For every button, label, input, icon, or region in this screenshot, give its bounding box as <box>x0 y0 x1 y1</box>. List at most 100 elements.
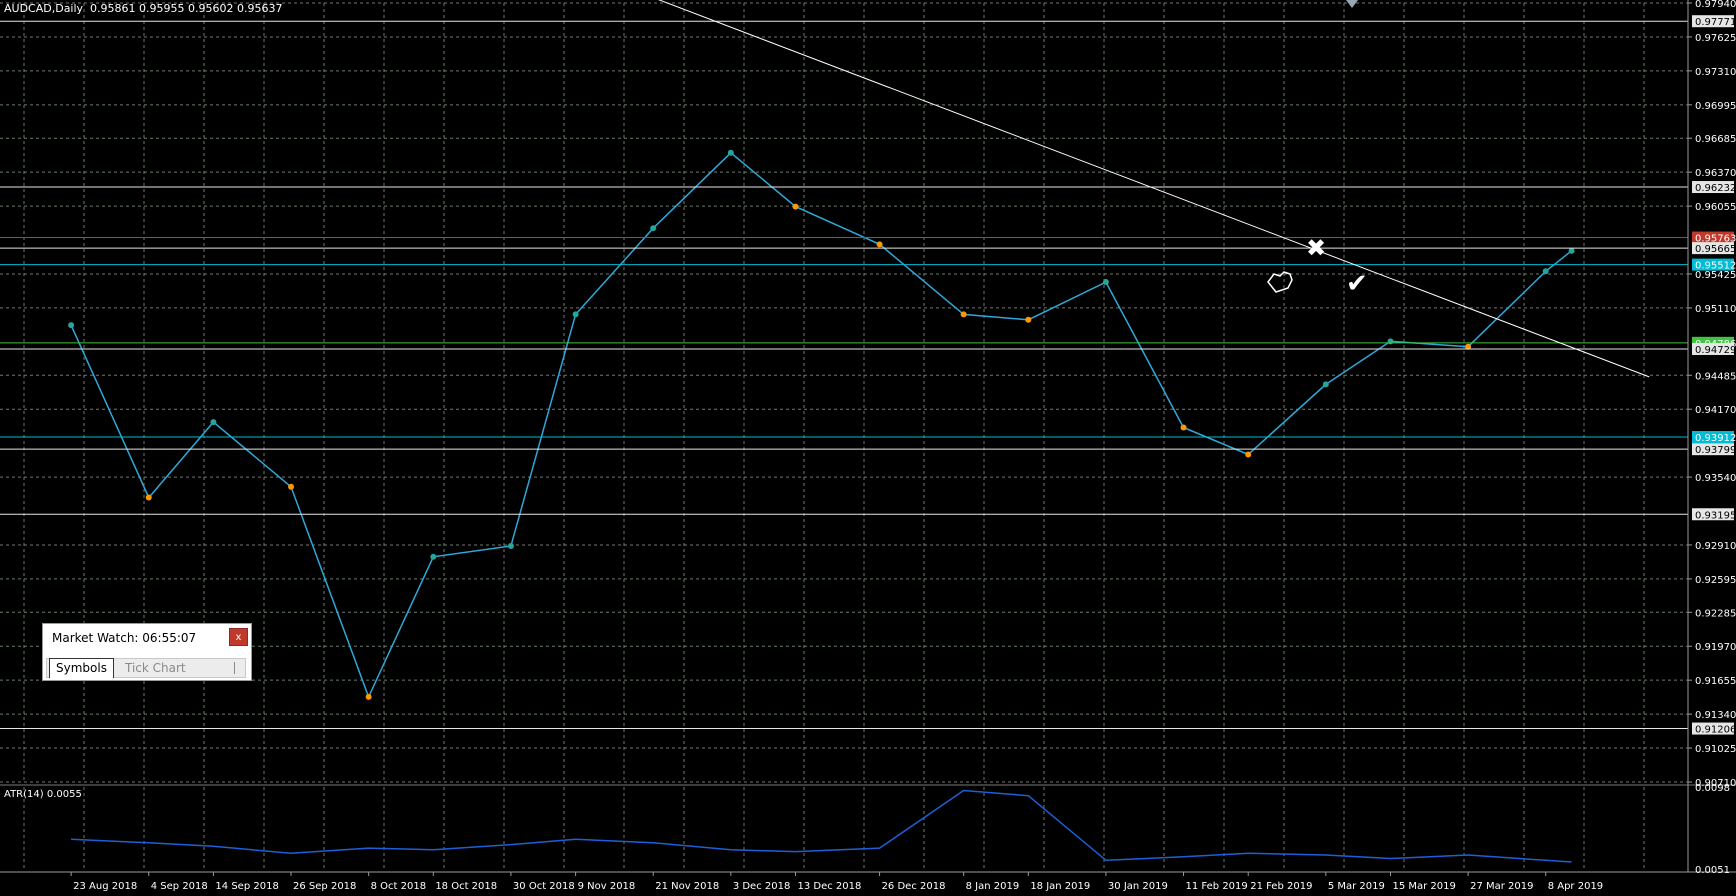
price-tick-label: 0.94170 <box>1695 405 1736 416</box>
close-point <box>145 494 152 501</box>
close-point <box>792 203 799 210</box>
price-tick-label: 0.95425 <box>1695 270 1736 281</box>
close-point <box>1465 343 1472 350</box>
atr-tick-label: 0.0098 <box>1695 783 1730 794</box>
level-price-box <box>1692 342 1734 355</box>
price-tick-label: 0.93540 <box>1695 473 1736 484</box>
level-price-label: 0.97771 <box>1695 17 1736 28</box>
level-price-label: 0.94729 <box>1695 345 1736 356</box>
close-point <box>960 311 967 318</box>
atr-line <box>71 789 1572 863</box>
level-price-label: 0.95665 <box>1695 244 1736 255</box>
price-tick-label: 0.96995 <box>1695 101 1736 112</box>
time-tick-label: 27 Mar 2019 <box>1470 881 1533 892</box>
horizontal-levels <box>0 20 1688 730</box>
close-point <box>1102 279 1109 286</box>
close-point <box>876 241 883 248</box>
annotation-marks: ✖ ✔ <box>1267 0 1368 299</box>
time-tick-label: 4 Sep 2018 <box>151 881 208 892</box>
close-point <box>1568 247 1575 254</box>
price-tick-label: 0.97940 <box>1695 0 1736 10</box>
close-point <box>210 419 217 426</box>
atr-header: ATR(14) 0.0055 <box>4 789 82 800</box>
time-tick-label: 5 Mar 2019 <box>1328 881 1385 892</box>
time-tick-label: 8 Jan 2019 <box>966 881 1020 892</box>
price-tick-label: 0.92910 <box>1695 541 1736 552</box>
price-tick-label: 0.96685 <box>1695 134 1736 145</box>
close-button[interactable]: x <box>229 628 248 646</box>
main-series <box>68 149 1575 700</box>
atr-panel <box>0 784 1736 863</box>
level-price-box <box>1692 181 1734 194</box>
check-mark-icon: ✔ <box>1346 269 1368 299</box>
symbol-header: AUDCAD,Daily 0.95861 0.95955 0.95602 0.9… <box>4 2 283 15</box>
close-point <box>288 483 295 490</box>
close-point <box>1245 451 1252 458</box>
price-tick-label: 0.92595 <box>1695 575 1736 586</box>
time-tick-label: 21 Nov 2018 <box>655 881 719 892</box>
time-tick-label: 14 Sep 2018 <box>215 881 278 892</box>
market-watch-title: Market Watch: 06:55:07 <box>52 631 197 645</box>
price-tick-label: 0.94485 <box>1695 371 1736 382</box>
time-tick-label: 23 Aug 2018 <box>73 881 137 892</box>
close-series-line <box>70 151 1573 699</box>
time-tick-label: 18 Oct 2018 <box>435 881 497 892</box>
level-price-label: 0.91206 <box>1695 725 1736 736</box>
time-tick-label: 9 Nov 2018 <box>578 881 636 892</box>
tab-tick-chart[interactable]: Tick Chart <box>125 661 186 675</box>
time-tick-label: 30 Jan 2019 <box>1108 881 1168 892</box>
time-tick-label: 21 Feb 2019 <box>1250 881 1312 892</box>
level-price-label: 0.95512 <box>1695 261 1736 272</box>
trendline-layer[interactable] <box>653 0 1650 378</box>
time-tick-label: 3 Dec 2018 <box>733 881 791 892</box>
close-point <box>727 149 734 156</box>
time-tick-label: 13 Dec 2018 <box>797 881 861 892</box>
cross-mark-icon: ✖ <box>1306 234 1326 262</box>
tab-symbols[interactable]: Symbols <box>49 658 114 678</box>
level-price-label: 0.95763 <box>1695 234 1736 245</box>
close-point <box>1025 316 1032 323</box>
close-point <box>430 553 437 560</box>
price-tick-label: 0.91025 <box>1695 744 1736 755</box>
close-point <box>507 543 514 550</box>
close-point <box>365 693 372 700</box>
chart-shift-marker-icon <box>1346 0 1358 8</box>
level-price-label: 0.93912 <box>1695 433 1736 444</box>
chart-grid <box>0 2 1688 869</box>
price-tick-label: 0.91340 <box>1695 710 1736 721</box>
time-tick-label: 15 Mar 2019 <box>1392 881 1455 892</box>
close-point <box>1322 381 1329 388</box>
price-tick-label: 0.91970 <box>1695 642 1736 653</box>
time-tick-label: 30 Oct 2018 <box>513 881 575 892</box>
price-tick-label: 0.91655 <box>1695 676 1736 687</box>
close-point <box>1542 268 1549 275</box>
level-price-label: 0.93799 <box>1695 445 1736 456</box>
time-tick-label: 8 Apr 2019 <box>1548 881 1603 892</box>
tab-separator <box>234 662 235 674</box>
atr-tick-label: 0.0051 <box>1695 865 1730 876</box>
level-price-box <box>1692 231 1734 244</box>
market-watch-window[interactable]: Market Watch: 06:55:07 x Symbols Tick Ch… <box>42 623 252 681</box>
close-point <box>1180 424 1187 431</box>
level-price-box <box>1692 508 1734 521</box>
price-tick-label: 0.96370 <box>1695 168 1736 179</box>
price-tick-label: 0.92285 <box>1695 608 1736 619</box>
level-price-label: 0.93195 <box>1695 510 1736 521</box>
price-tick-label: 0.90710 <box>1695 778 1736 789</box>
level-price-box <box>1692 242 1734 255</box>
close-point <box>68 322 75 329</box>
time-tick-label: 11 Feb 2019 <box>1186 881 1248 892</box>
market-watch-tabs: Symbols Tick Chart <box>46 658 246 678</box>
price-tick-label: 0.97625 <box>1695 33 1736 44</box>
time-tick-label: 26 Sep 2018 <box>293 881 356 892</box>
trendline <box>658 0 1650 378</box>
close-point <box>650 225 657 232</box>
price-tick-label: 0.95110 <box>1695 304 1736 315</box>
time-tick-label: 18 Jan 2019 <box>1030 881 1090 892</box>
level-price-box <box>1692 443 1734 456</box>
price-tick-label: 0.97310 <box>1695 67 1736 78</box>
hand-cursor-icon <box>1267 271 1293 293</box>
price-tick-label: 0.96055 <box>1695 202 1736 213</box>
level-price-box <box>1692 15 1734 28</box>
